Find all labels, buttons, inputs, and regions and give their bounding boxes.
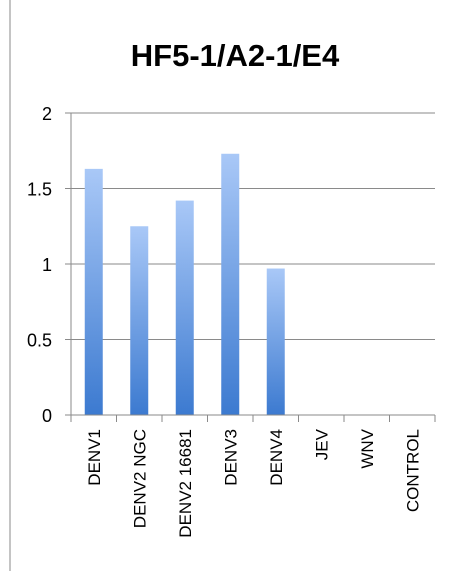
bar <box>175 200 194 415</box>
x-tick-label: CONTROL <box>403 429 422 512</box>
x-tick-label: DENV1 <box>85 429 104 486</box>
x-tick-label: WNV <box>358 428 377 468</box>
bar <box>266 268 285 415</box>
y-tick-labels: 0 0.5 1 1.5 2 <box>27 104 71 426</box>
gridlines <box>71 112 435 340</box>
x-tick-label: DENV2 16681 <box>176 429 195 538</box>
x-tick-label: DENV3 <box>221 429 240 486</box>
x-tick-label: DENV2 NGC <box>130 429 149 528</box>
bars <box>84 153 285 415</box>
y-tick-label: 2 <box>42 104 52 124</box>
y-tick-label: 0.5 <box>27 331 52 351</box>
bar <box>221 153 240 415</box>
y-tick-label: 1 <box>42 255 52 275</box>
bar <box>130 226 149 415</box>
bar <box>84 168 103 415</box>
x-tick-label: DENV4 <box>267 429 286 486</box>
x-tick-labels: DENV1 DENV2 NGC DENV2 16681 DENV3 DENV4 JEV WN… <box>70 415 436 538</box>
y-tick-label: 1.5 <box>27 180 52 200</box>
chart-title: HF5-1/A2-1/E4 <box>131 38 340 73</box>
x-tick-label: JEV <box>312 428 331 460</box>
y-tick-label: 0 <box>42 406 52 426</box>
